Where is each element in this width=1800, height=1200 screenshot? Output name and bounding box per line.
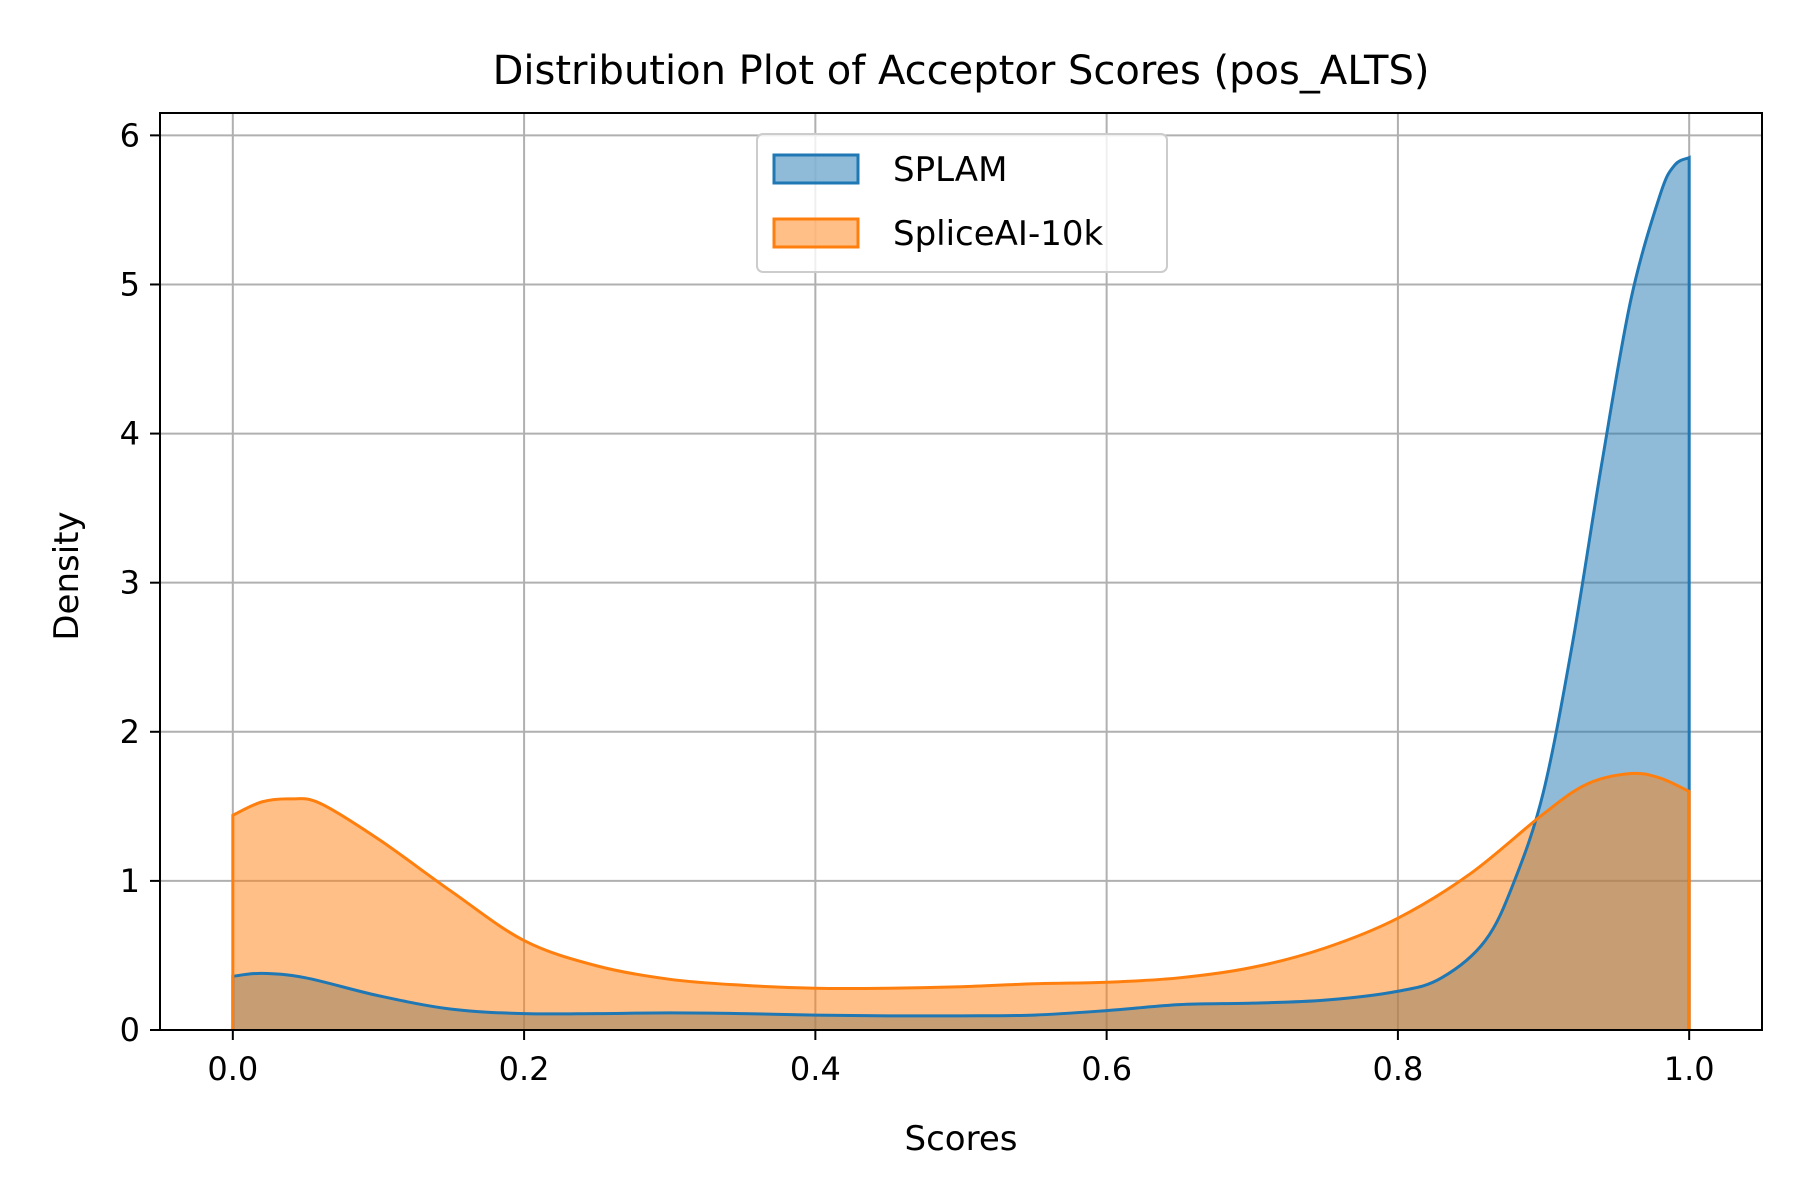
y-tick-label: 5 (120, 265, 140, 303)
legend-swatch-splam (772, 153, 860, 185)
x-tick-label: 0.8 (1372, 1050, 1423, 1088)
y-tick-label: 6 (120, 116, 140, 154)
y-tick-label: 2 (120, 713, 140, 751)
y-axis-label: Density (47, 511, 87, 640)
legend-label-splam: SPLAM (893, 150, 1007, 190)
y-tick-label: 1 (120, 862, 140, 900)
spliceai-10k-area (232, 773, 1690, 1030)
x-tick-label: 0.0 (207, 1050, 258, 1088)
x-tick-label: 1.0 (1664, 1050, 1715, 1088)
spliceai-10k-line (231, 771, 1691, 1031)
y-tick-label: 0 (120, 1011, 140, 1049)
x-axis-label: Scores (905, 1119, 1018, 1159)
x-ticks: 0.0 0.2 0.4 0.6 0.8 1.0 (207, 1030, 1715, 1088)
splam-line (231, 155, 1691, 1031)
legend-swatch-spliceai-10k (772, 217, 860, 249)
y-tick-label: 3 (120, 564, 140, 602)
x-tick-label: 0.2 (499, 1050, 550, 1088)
y-tick-label: 4 (120, 415, 140, 453)
x-tick-label: 0.6 (1081, 1050, 1132, 1088)
plot-frame (159, 112, 1763, 1031)
legend: SPLAM SpliceAI-10k (756, 133, 1168, 273)
legend-label-spliceai-10k: SpliceAI-10k (893, 214, 1103, 254)
y-ticks: 0 1 2 3 4 5 6 (120, 116, 160, 1049)
x-tick-label: 0.4 (790, 1050, 841, 1088)
area-layer (231, 155, 1691, 1031)
chart-title: Distribution Plot of Acceptor Scores (po… (493, 48, 1430, 94)
